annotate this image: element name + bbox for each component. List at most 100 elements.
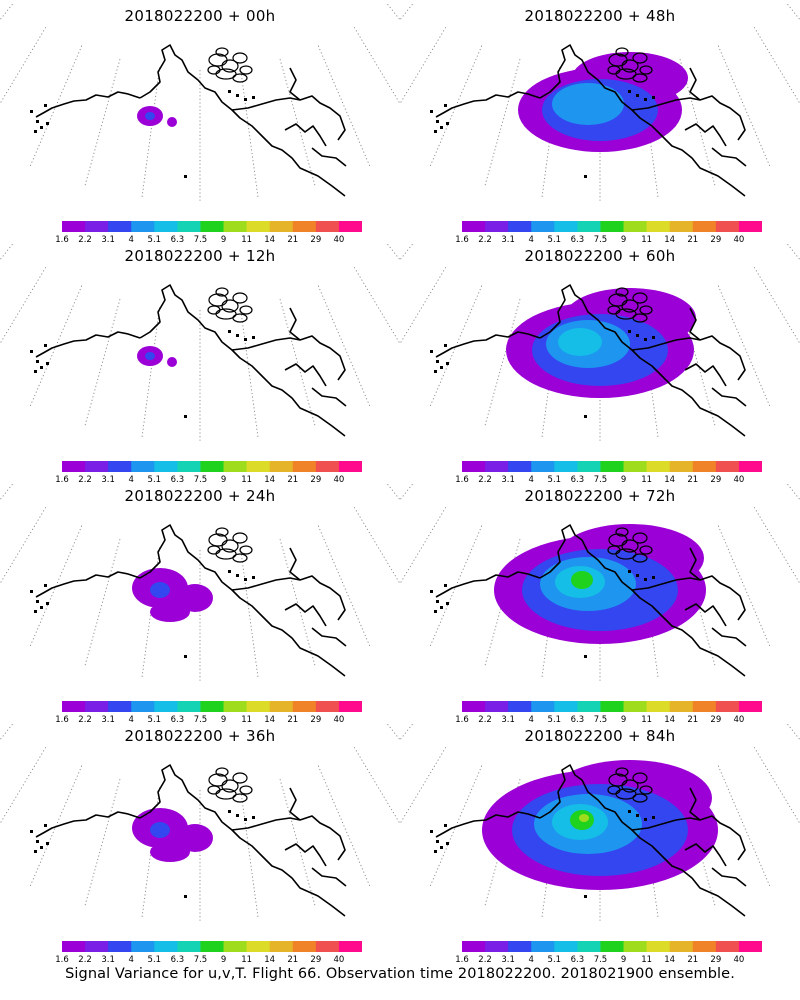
island-outline (632, 553, 648, 563)
arctic-islands (607, 527, 653, 563)
island (636, 814, 639, 817)
colorbar-labels: 1.6 2.2 3.1 4 5.1 6.3 7.5 9 11 14 21 29 40 (455, 955, 767, 967)
longitude-line (29, 45, 83, 168)
longitude-line (0, 267, 47, 345)
island-outline (215, 767, 229, 777)
longitude-line (400, 507, 447, 585)
variance-teal (558, 328, 602, 356)
coast-segment (35, 811, 141, 838)
island (430, 350, 433, 353)
colorbar-swatch (485, 221, 509, 232)
colorbar-tick-label: 1.6 (55, 955, 69, 965)
map-panel-72h: 2018022200 + 72h 1.6 2.2 3.1 4 5.1 6.3 7.5 9 11 1… (400, 480, 800, 725)
colorbar-swatch (131, 941, 155, 952)
map-panel-60h: 2018022200 + 60h 1.6 2.2 3.1 4 5.1 6.3 7.5 9 11 1… (400, 240, 800, 485)
colorbar-tick-label: 40 (333, 715, 345, 725)
colorbar-tick-label: 5.1 (547, 235, 562, 245)
island-outline (239, 65, 253, 75)
colorbar-swatch (531, 941, 555, 952)
colorbar-tick-label: 1.6 (55, 235, 69, 245)
longitude-line (279, 778, 316, 907)
colorbar-swatch (62, 221, 86, 232)
longitude-line (429, 525, 483, 648)
colorbar-swatch (85, 221, 109, 232)
island (444, 824, 447, 827)
coast-segment (289, 307, 301, 341)
colorbar-tick-label: 7.5 (593, 235, 608, 245)
colorbar-swatch (200, 701, 225, 712)
arctic-islands (207, 47, 253, 83)
island (444, 104, 447, 107)
island-outline (607, 305, 621, 315)
longitude-line (239, 307, 259, 439)
island (184, 895, 187, 898)
colorbar-tick-label: 40 (733, 235, 745, 245)
latitude-line (0, 240, 400, 291)
forecast-map (0, 240, 400, 442)
graticule (0, 480, 400, 682)
island-outline (207, 785, 221, 795)
island-outline (621, 539, 639, 553)
colorbar-swatch (315, 701, 340, 712)
coast-segment (435, 331, 541, 358)
longitude-line (29, 525, 83, 648)
colorbar-swatch (669, 461, 694, 472)
variance-yellow (579, 814, 589, 822)
island (40, 606, 43, 609)
variance-blue (145, 352, 155, 360)
island (636, 94, 639, 97)
longitude-line (29, 765, 83, 888)
island-outline (632, 292, 648, 304)
longitude-line (84, 778, 121, 907)
colorbar-swatch (62, 941, 86, 952)
coast-segment (684, 123, 727, 147)
island (434, 850, 437, 853)
forecast-map (400, 723, 800, 922)
island (434, 130, 437, 133)
forecast-map (400, 483, 800, 682)
colorbar-swatch (292, 221, 317, 232)
island (440, 606, 443, 609)
island (244, 818, 247, 821)
variance-green (571, 571, 593, 589)
longitude-line (753, 507, 800, 585)
coast-segment (231, 815, 346, 861)
coast-segment (539, 764, 746, 917)
longitude-line (317, 285, 371, 408)
latitude-line (0, 720, 400, 771)
colorbar-swatch (623, 701, 648, 712)
island-outline (632, 772, 648, 784)
island-outline (615, 527, 629, 537)
colorbar-tick-label: 4 (528, 235, 534, 245)
small-islands (30, 90, 255, 178)
longitude-line (387, 243, 400, 261)
colorbar-swatch (738, 461, 762, 472)
colorbar-swatch (338, 221, 362, 232)
colorbar-tick-label: 4 (528, 955, 534, 965)
island-outline (232, 553, 248, 563)
colorbar-swatch (600, 701, 625, 712)
colorbar-tick-label: 4 (128, 715, 134, 725)
colorbar-swatch (85, 941, 109, 952)
colorbar-swatch (154, 221, 178, 232)
island (228, 570, 231, 573)
forecast-map (400, 3, 800, 202)
panel-title: 2018022200 + 36h (124, 727, 276, 745)
forecast-map (0, 480, 400, 682)
longitude-line (387, 483, 400, 501)
variance-field (137, 346, 177, 367)
colorbar-tick-label: 29 (310, 715, 322, 725)
island (636, 574, 639, 577)
latitude-line (0, 480, 400, 531)
colorbar-tick-label: 21 (287, 235, 299, 245)
island (40, 846, 43, 849)
colorbar-swatch (646, 461, 671, 472)
colorbar-tick-label: 6.3 (570, 715, 585, 725)
colorbar-tick-label: 29 (710, 715, 722, 725)
island (244, 98, 247, 101)
colorbar-swatch (315, 941, 340, 952)
colorbar-swatch (269, 941, 294, 952)
longitude-line (717, 765, 771, 888)
island (184, 175, 187, 178)
colorbar-swatch (246, 461, 271, 472)
